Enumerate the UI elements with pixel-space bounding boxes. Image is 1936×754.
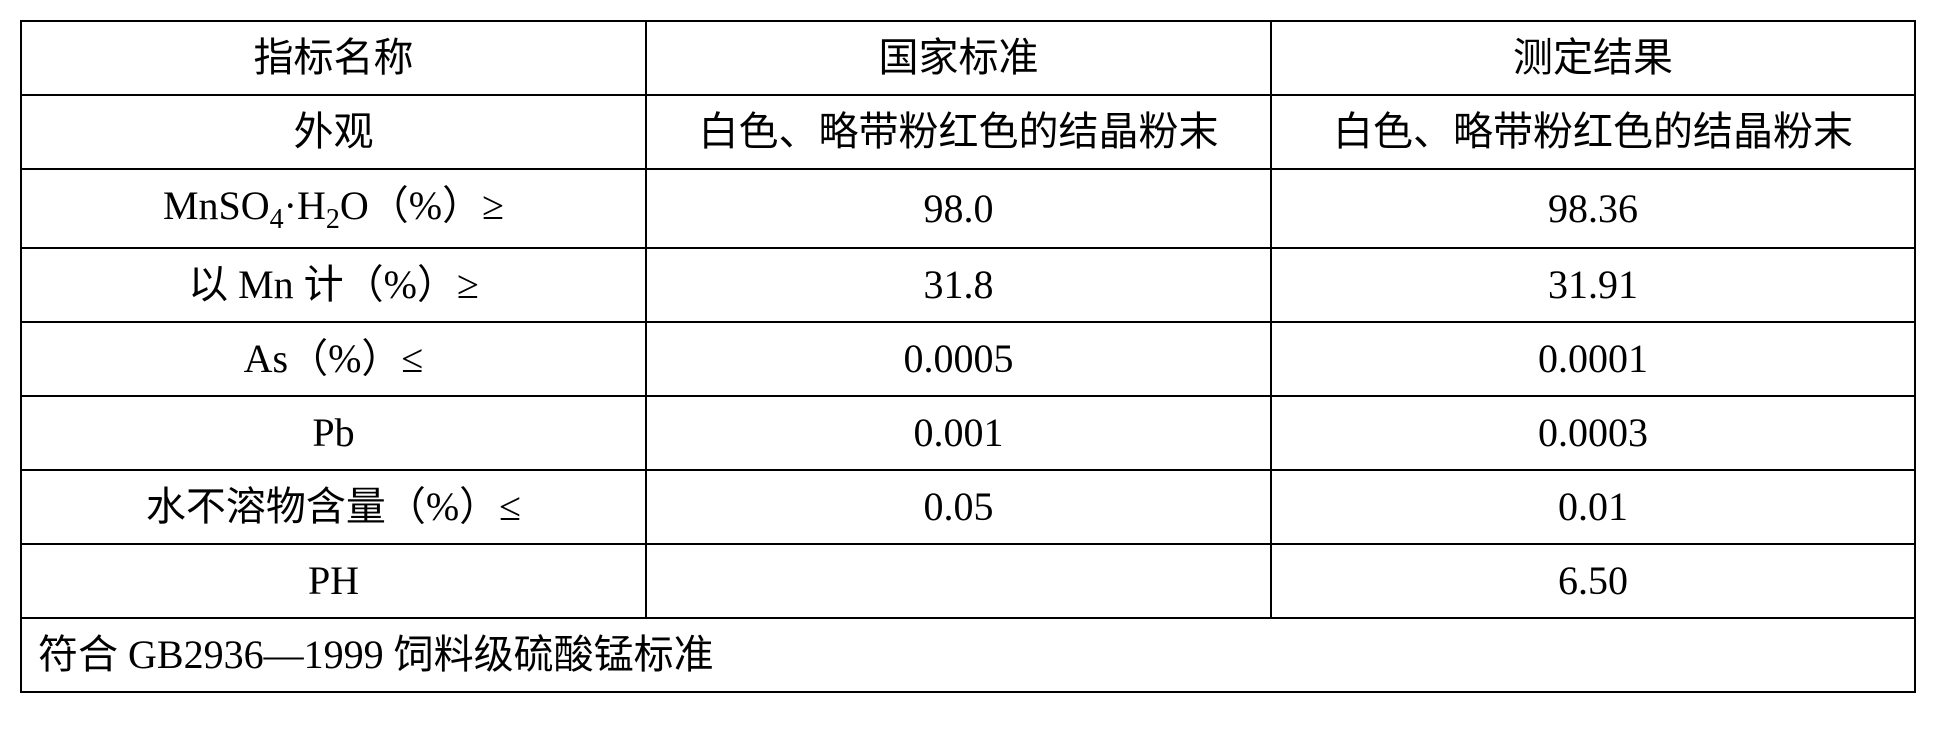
cell-result: 0.01: [1271, 470, 1915, 544]
cell-standard: 98.0: [646, 169, 1271, 248]
cell-standard: 0.0005: [646, 322, 1271, 396]
table-row: 以 Mn 计（%）≥ 31.8 31.91: [21, 248, 1915, 322]
footnote-cell: 符合 GB2936—1999 饲料级硫酸锰标准: [21, 618, 1915, 692]
cell-result: 0.0001: [1271, 322, 1915, 396]
footnote-row: 符合 GB2936—1999 饲料级硫酸锰标准: [21, 618, 1915, 692]
cell-name: As（%）≤: [21, 322, 646, 396]
spec-table: 指标名称 国家标准 测定结果 外观 白色、略带粉红色的结晶粉末 白色、略带粉红色…: [20, 20, 1916, 693]
cell-name: Pb: [21, 396, 646, 470]
table-row: Pb 0.001 0.0003: [21, 396, 1915, 470]
table-row: 外观 白色、略带粉红色的结晶粉末 白色、略带粉红色的结晶粉末: [21, 95, 1915, 169]
header-standard: 国家标准: [646, 21, 1271, 95]
header-name: 指标名称: [21, 21, 646, 95]
table-row: MnSO4·H2O（%）≥ 98.0 98.36: [21, 169, 1915, 248]
cell-result: 0.0003: [1271, 396, 1915, 470]
cell-name: 外观: [21, 95, 646, 169]
table-row: As（%）≤ 0.0005 0.0001: [21, 322, 1915, 396]
cell-standard: [646, 544, 1271, 618]
table-row: 水不溶物含量（%）≤ 0.05 0.01: [21, 470, 1915, 544]
cell-standard: 31.8: [646, 248, 1271, 322]
cell-name: PH: [21, 544, 646, 618]
cell-name: 以 Mn 计（%）≥: [21, 248, 646, 322]
table-row: PH 6.50: [21, 544, 1915, 618]
cell-name: MnSO4·H2O（%）≥: [21, 169, 646, 248]
cell-standard: 0.001: [646, 396, 1271, 470]
cell-standard: 白色、略带粉红色的结晶粉末: [646, 95, 1271, 169]
cell-result: 98.36: [1271, 169, 1915, 248]
cell-result: 31.91: [1271, 248, 1915, 322]
header-row: 指标名称 国家标准 测定结果: [21, 21, 1915, 95]
cell-result: 白色、略带粉红色的结晶粉末: [1271, 95, 1915, 169]
header-result: 测定结果: [1271, 21, 1915, 95]
cell-standard: 0.05: [646, 470, 1271, 544]
cell-name: 水不溶物含量（%）≤: [21, 470, 646, 544]
cell-result: 6.50: [1271, 544, 1915, 618]
